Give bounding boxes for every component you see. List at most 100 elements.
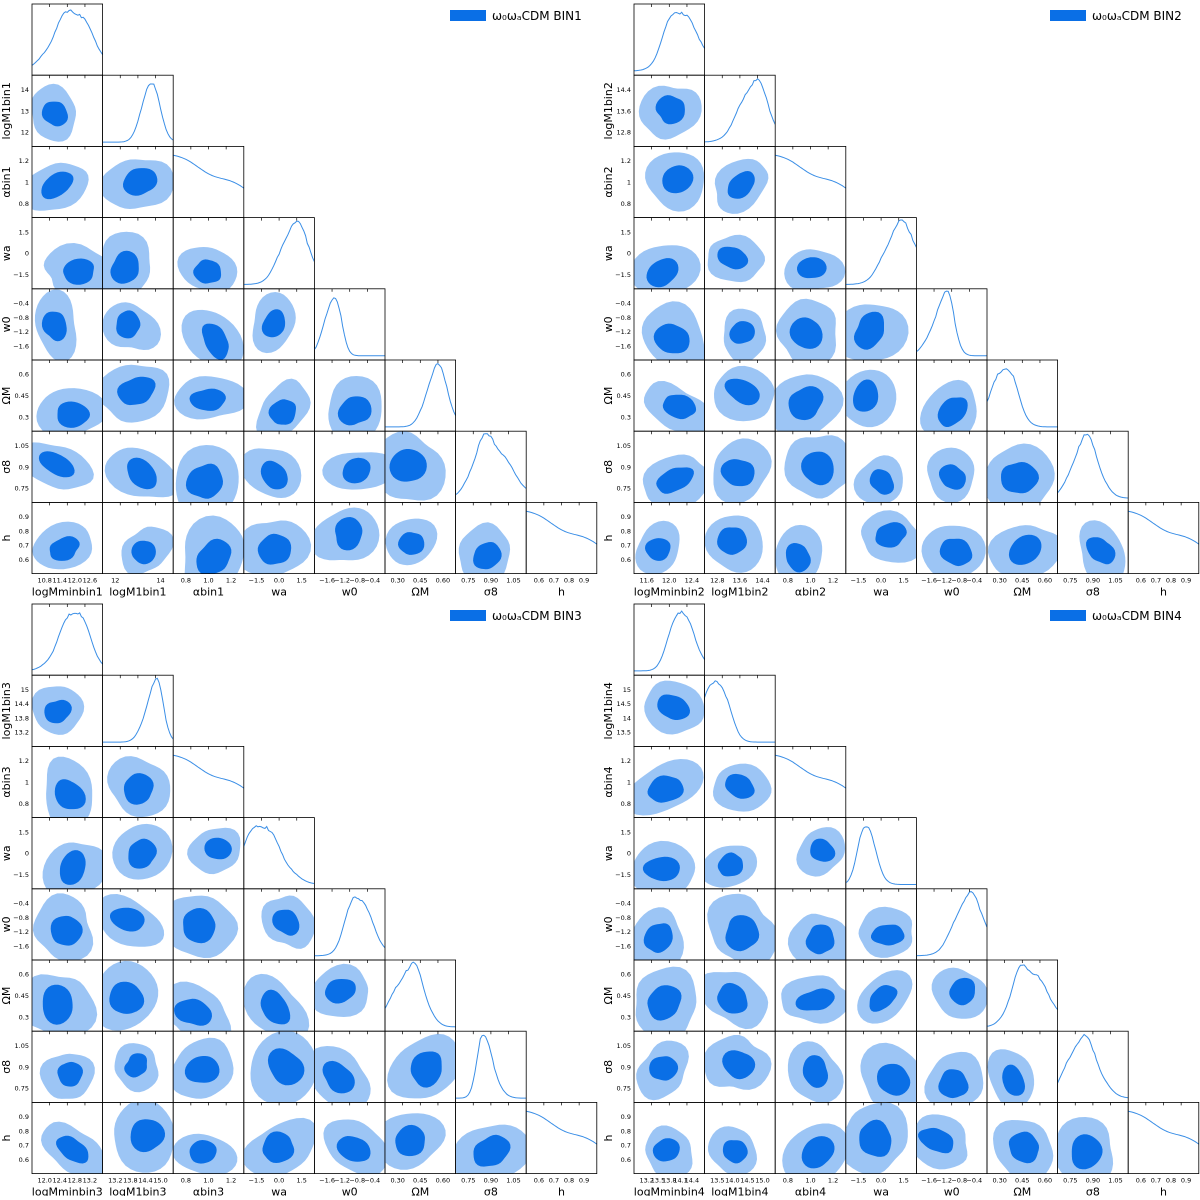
x-tick-label: 0.8 <box>783 577 793 585</box>
x-axis-label-2: αbin2 <box>795 586 826 599</box>
row-tick-label: −0.4 <box>13 900 29 908</box>
x-tick-label: 0.60 <box>436 577 450 585</box>
row-tick-label: 14.4 <box>617 86 631 94</box>
contour-68 <box>174 998 212 1026</box>
cell-content <box>931 967 988 1019</box>
x-tick-label: 0.0 <box>274 577 284 585</box>
row-tick-label: 1.05 <box>15 442 29 450</box>
cell-content <box>634 245 701 289</box>
legend: ω₀ωₐCDM BIN2 <box>1050 9 1182 23</box>
cell-7-4 <box>916 1102 988 1175</box>
row-tick-label: 0.45 <box>15 392 29 400</box>
cell-1-1 <box>102 74 174 147</box>
x-tick-label: 15.0 <box>755 1177 769 1185</box>
cell-content <box>704 845 758 888</box>
cell-content <box>643 381 705 432</box>
cell-content <box>987 368 1058 428</box>
cell-content <box>860 1042 917 1103</box>
row-label-5: ΩM <box>602 987 615 1005</box>
cell-3-3 <box>845 217 917 290</box>
cell-7-6 <box>455 501 527 574</box>
cell-content <box>385 1113 446 1170</box>
x-tick-label: −1.6 <box>319 577 335 585</box>
row-tick-label: 0.9 <box>19 1113 29 1121</box>
contour-68 <box>131 540 156 565</box>
cell-content <box>636 1040 689 1101</box>
cell-content <box>775 298 836 360</box>
row-label-1: logM1bin4 <box>602 682 615 739</box>
row-label-4: w0 <box>602 916 615 932</box>
cell-content <box>781 975 846 1024</box>
x-tick-label: 1.0 <box>203 1177 213 1185</box>
x-axis-label-0: logMminbin3 <box>32 1186 103 1196</box>
contour-68 <box>717 527 747 555</box>
cell-5-3 <box>243 959 315 1032</box>
marginal-curve <box>385 362 456 428</box>
contour-68 <box>938 1069 969 1099</box>
cell-content <box>243 520 312 574</box>
contour-68 <box>116 310 141 339</box>
x-tick-label: 0.60 <box>1038 577 1052 585</box>
marginal-curve <box>455 433 527 496</box>
row-tick-label: 0.3 <box>19 1013 29 1021</box>
contour-68 <box>939 538 973 567</box>
contour-68 <box>110 250 139 284</box>
cell-3-3 <box>243 817 315 890</box>
x-axis-label-5: ΩM <box>1013 586 1031 599</box>
cell-frame <box>1057 430 1129 503</box>
cell-content <box>775 754 846 789</box>
row-tick-label: 0 <box>25 850 29 858</box>
x-tick-label: 14.4 <box>755 577 769 585</box>
x-tick-label: 0.30 <box>992 577 1006 585</box>
row-label-5: ΩM <box>602 387 615 405</box>
cell-6-4 <box>313 430 386 503</box>
x-axis-label-2: αbin1 <box>193 586 224 599</box>
cell-content <box>173 981 232 1032</box>
x-tick-label: 0.60 <box>1038 1177 1052 1185</box>
contour-68 <box>647 985 682 1021</box>
cell-content <box>32 521 93 570</box>
cell-6-1 <box>704 430 776 503</box>
cell-7-2 <box>774 501 847 574</box>
cell-5-2 <box>774 359 847 432</box>
cell-6-0 <box>633 1030 705 1103</box>
row-tick-label: 0.75 <box>15 485 29 493</box>
row-tick-label: 1.5 <box>621 828 631 836</box>
cell-content <box>704 515 763 573</box>
x-tick-label: 13.2 <box>639 1177 653 1185</box>
contour-68 <box>410 1051 442 1088</box>
contour-68 <box>123 773 154 805</box>
contour-68 <box>41 101 68 127</box>
legend-label: ω₀ωₐCDM BIN4 <box>1092 609 1182 623</box>
cell-4-2 <box>172 288 245 361</box>
cell-7-7 <box>1127 1102 1200 1175</box>
cell-frame <box>1057 1030 1129 1103</box>
row-tick-label: −1.2 <box>615 928 631 936</box>
cell-5-0 <box>31 359 103 432</box>
row-tick-label: 0.45 <box>617 392 631 400</box>
cell-content <box>41 1121 103 1174</box>
legend: ω₀ωₐCDM BIN3 <box>450 609 582 623</box>
contour-68 <box>647 775 684 803</box>
contour-68 <box>123 168 158 196</box>
cell-content <box>1079 520 1126 574</box>
cell-7-7 <box>525 501 598 574</box>
cell-content <box>173 895 239 958</box>
x-axis-label-7: h <box>1160 586 1167 599</box>
row-tick-label: 0.6 <box>621 556 631 564</box>
contour-68 <box>717 246 749 270</box>
row-label-7: h <box>602 1134 615 1141</box>
cell-frame <box>102 74 174 147</box>
cell-5-1 <box>704 959 776 1032</box>
cell-6-1 <box>102 430 174 503</box>
x-tick-label: 12.6 <box>83 577 97 585</box>
cell-6-6 <box>455 430 527 503</box>
row-label-1: logM1bin3 <box>0 682 13 739</box>
x-tick-label: −1.2 <box>936 1177 952 1185</box>
cell-content <box>916 1114 968 1170</box>
contour-68 <box>789 317 823 349</box>
cell-content <box>1057 433 1129 499</box>
cell-frame <box>313 288 386 361</box>
cell-5-1 <box>102 359 174 432</box>
